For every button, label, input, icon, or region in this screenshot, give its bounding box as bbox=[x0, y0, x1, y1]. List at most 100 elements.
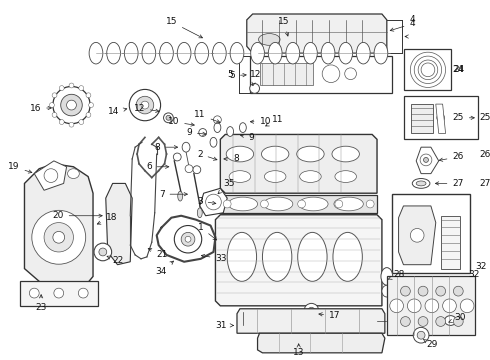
Ellipse shape bbox=[407, 299, 421, 313]
Ellipse shape bbox=[173, 153, 181, 161]
Ellipse shape bbox=[322, 65, 340, 82]
Text: 20: 20 bbox=[52, 211, 102, 220]
Ellipse shape bbox=[250, 84, 260, 93]
Text: 4: 4 bbox=[409, 15, 415, 24]
Ellipse shape bbox=[227, 127, 234, 136]
Ellipse shape bbox=[197, 208, 202, 218]
Ellipse shape bbox=[436, 286, 445, 296]
Polygon shape bbox=[441, 216, 460, 269]
Ellipse shape bbox=[304, 42, 318, 64]
Text: 17: 17 bbox=[319, 311, 341, 320]
Text: 11: 11 bbox=[194, 111, 220, 123]
Ellipse shape bbox=[185, 165, 193, 173]
Ellipse shape bbox=[185, 236, 191, 242]
Text: 10: 10 bbox=[250, 117, 271, 126]
Polygon shape bbox=[106, 183, 132, 265]
Ellipse shape bbox=[68, 169, 79, 179]
Ellipse shape bbox=[412, 179, 430, 188]
Ellipse shape bbox=[261, 200, 269, 208]
Text: 9: 9 bbox=[186, 128, 206, 137]
Text: 35: 35 bbox=[218, 179, 235, 194]
Bar bbox=[392, 194, 470, 273]
Ellipse shape bbox=[334, 197, 363, 211]
Ellipse shape bbox=[49, 103, 54, 108]
Ellipse shape bbox=[453, 286, 463, 296]
Ellipse shape bbox=[262, 146, 289, 162]
Ellipse shape bbox=[206, 194, 221, 210]
Ellipse shape bbox=[382, 285, 392, 297]
Ellipse shape bbox=[142, 42, 156, 64]
Ellipse shape bbox=[333, 233, 362, 282]
Ellipse shape bbox=[213, 42, 226, 64]
Ellipse shape bbox=[437, 114, 444, 122]
Ellipse shape bbox=[54, 288, 64, 298]
Text: 4: 4 bbox=[390, 19, 415, 31]
Text: 11: 11 bbox=[266, 115, 284, 126]
Bar bbox=[411, 104, 433, 134]
Ellipse shape bbox=[44, 222, 74, 252]
Text: 8: 8 bbox=[224, 154, 239, 163]
Ellipse shape bbox=[299, 197, 328, 211]
Polygon shape bbox=[200, 188, 227, 216]
Ellipse shape bbox=[86, 93, 91, 98]
Ellipse shape bbox=[308, 307, 315, 314]
Ellipse shape bbox=[332, 146, 359, 162]
Ellipse shape bbox=[230, 42, 244, 64]
Ellipse shape bbox=[41, 171, 57, 183]
Polygon shape bbox=[258, 333, 385, 353]
Ellipse shape bbox=[69, 83, 74, 88]
Ellipse shape bbox=[374, 42, 388, 64]
Ellipse shape bbox=[226, 146, 254, 162]
Text: 23: 23 bbox=[35, 295, 47, 312]
Ellipse shape bbox=[269, 42, 282, 64]
Text: 5: 5 bbox=[229, 71, 246, 80]
Ellipse shape bbox=[228, 197, 258, 211]
Bar bbox=[404, 96, 478, 139]
Ellipse shape bbox=[418, 286, 428, 296]
Ellipse shape bbox=[214, 116, 221, 124]
Ellipse shape bbox=[366, 200, 374, 208]
Ellipse shape bbox=[321, 42, 335, 64]
Ellipse shape bbox=[413, 327, 429, 343]
Text: 15: 15 bbox=[278, 17, 290, 36]
Text: 25: 25 bbox=[480, 113, 490, 122]
Ellipse shape bbox=[61, 94, 82, 116]
Ellipse shape bbox=[182, 142, 190, 152]
Ellipse shape bbox=[89, 42, 103, 64]
Text: 19: 19 bbox=[8, 162, 32, 173]
Text: 3: 3 bbox=[197, 197, 216, 206]
Polygon shape bbox=[416, 147, 439, 174]
Ellipse shape bbox=[99, 248, 107, 256]
Ellipse shape bbox=[335, 200, 343, 208]
Text: 6: 6 bbox=[146, 162, 169, 171]
Ellipse shape bbox=[69, 122, 74, 127]
Ellipse shape bbox=[425, 299, 439, 313]
Text: 1: 1 bbox=[198, 223, 217, 240]
Ellipse shape bbox=[210, 138, 217, 147]
Ellipse shape bbox=[32, 210, 86, 264]
Text: 14: 14 bbox=[108, 107, 127, 116]
Ellipse shape bbox=[416, 181, 426, 186]
Text: 9: 9 bbox=[241, 133, 254, 142]
Text: 12: 12 bbox=[250, 70, 261, 86]
Polygon shape bbox=[436, 104, 445, 134]
Ellipse shape bbox=[410, 52, 445, 87]
Ellipse shape bbox=[251, 42, 265, 64]
Ellipse shape bbox=[436, 316, 445, 327]
Ellipse shape bbox=[86, 112, 91, 117]
Ellipse shape bbox=[444, 316, 456, 325]
Text: 31: 31 bbox=[216, 321, 233, 330]
Text: 24: 24 bbox=[452, 65, 464, 74]
Text: 26: 26 bbox=[480, 149, 490, 158]
Ellipse shape bbox=[44, 169, 58, 183]
Polygon shape bbox=[20, 282, 98, 306]
Text: 30: 30 bbox=[449, 313, 466, 323]
Ellipse shape bbox=[160, 42, 173, 64]
Text: 18: 18 bbox=[97, 213, 117, 224]
Ellipse shape bbox=[356, 42, 370, 64]
Polygon shape bbox=[220, 195, 377, 213]
Ellipse shape bbox=[223, 200, 231, 208]
Text: 27: 27 bbox=[436, 179, 464, 188]
Ellipse shape bbox=[264, 197, 293, 211]
Text: 13: 13 bbox=[293, 344, 304, 357]
